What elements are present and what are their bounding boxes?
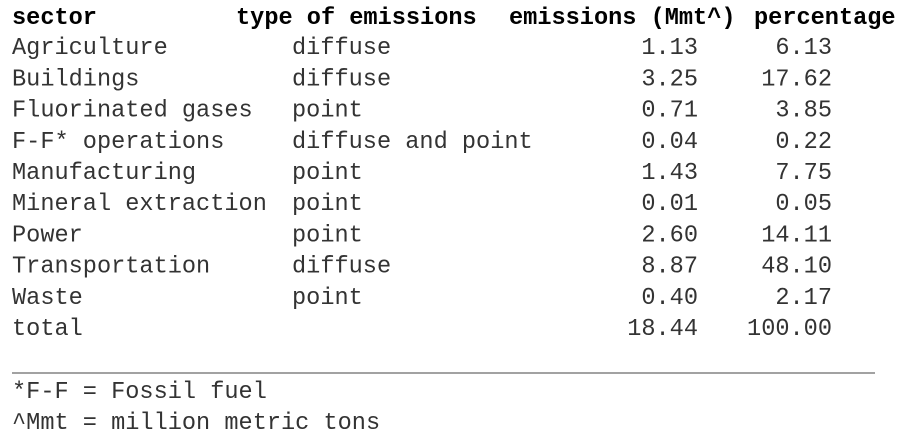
table-cell: Transportation [12, 254, 210, 281]
table-cell: 2.60 [641, 222, 698, 249]
table-cell: 0.71 [641, 98, 698, 125]
table-cell: 7.75 [775, 160, 832, 187]
table-cell: diffuse [292, 66, 391, 93]
column-header: emissions (Mmt^) [509, 5, 736, 32]
table-cell: point [292, 98, 363, 125]
table-cell: 0.22 [775, 129, 832, 156]
table-cell: 48.10 [761, 254, 832, 281]
table-cell: point [292, 285, 363, 312]
table-cell: 0.04 [641, 129, 698, 156]
table-cell: point [292, 191, 363, 218]
table-cell: Power [12, 222, 83, 249]
column-header: percentage [754, 5, 896, 32]
table-cell: 100.00 [747, 316, 832, 343]
table-cell: 3.25 [641, 66, 698, 93]
table-cell: 0.40 [641, 285, 698, 312]
table-cell: Waste [12, 285, 83, 312]
table-cell: 0.05 [775, 191, 832, 218]
table-cell: diffuse [292, 35, 391, 62]
table-cell: 8.87 [641, 254, 698, 281]
table-cell: 6.13 [775, 35, 832, 62]
table-cell: diffuse [292, 254, 391, 281]
footnote: *F-F = Fossil fuel [12, 379, 267, 406]
table-cell: 14.11 [761, 222, 832, 249]
table-cell: total [12, 316, 83, 343]
table-cell: 0.01 [641, 191, 698, 218]
table-cell: Mineral extraction [12, 191, 267, 218]
table-cell: diffuse and point [292, 129, 533, 156]
table-cell: 18.44 [627, 316, 698, 343]
footnote: ^Mmt = million metric tons [12, 410, 380, 437]
table-cell: 2.17 [775, 285, 832, 312]
column-header: type of emissions [236, 5, 477, 32]
table-cell: Buildings [12, 66, 139, 93]
table-cell: point [292, 222, 363, 249]
table-cell: Agriculture [12, 35, 168, 62]
table-cell: 17.62 [761, 66, 832, 93]
table-cell: Fluorinated gases [12, 98, 253, 125]
table-cell: Manufacturing [12, 160, 196, 187]
table-cell: point [292, 160, 363, 187]
table-cell: 1.43 [641, 160, 698, 187]
table-cell: F-F* operations [12, 129, 224, 156]
column-header: sector [12, 5, 97, 32]
table-cell: 1.13 [641, 35, 698, 62]
table-cell: 3.85 [775, 98, 832, 125]
